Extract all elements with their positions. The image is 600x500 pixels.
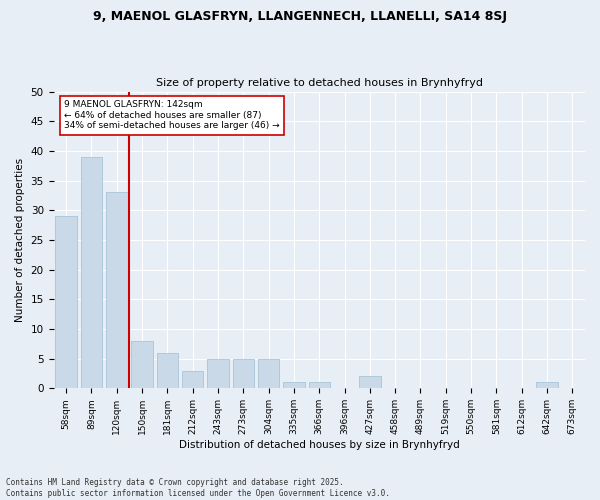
Bar (106, 192, 128, 388)
Bar (182, 370, 203, 388)
Bar (81, 157, 102, 388)
X-axis label: Distribution of detached houses by size in Brynhyfryd: Distribution of detached houses by size … (179, 440, 460, 450)
Bar (233, 358, 254, 388)
Bar (131, 341, 153, 388)
Bar (308, 382, 330, 388)
Bar (283, 382, 305, 388)
Bar (536, 382, 558, 388)
Y-axis label: Number of detached properties: Number of detached properties (15, 158, 25, 322)
Text: 9 MAENOL GLASFRYN: 142sqm
← 64% of detached houses are smaller (87)
34% of semi-: 9 MAENOL GLASFRYN: 142sqm ← 64% of detac… (64, 100, 280, 130)
Bar (258, 358, 280, 388)
Bar (359, 376, 380, 388)
Text: Contains HM Land Registry data © Crown copyright and database right 2025.
Contai: Contains HM Land Registry data © Crown c… (6, 478, 390, 498)
Bar (55, 216, 77, 388)
Bar (207, 358, 229, 388)
Bar (157, 352, 178, 388)
Title: Size of property relative to detached houses in Brynhyfryd: Size of property relative to detached ho… (156, 78, 483, 88)
Text: 9, MAENOL GLASFRYN, LLANGENNECH, LLANELLI, SA14 8SJ: 9, MAENOL GLASFRYN, LLANGENNECH, LLANELL… (93, 10, 507, 23)
